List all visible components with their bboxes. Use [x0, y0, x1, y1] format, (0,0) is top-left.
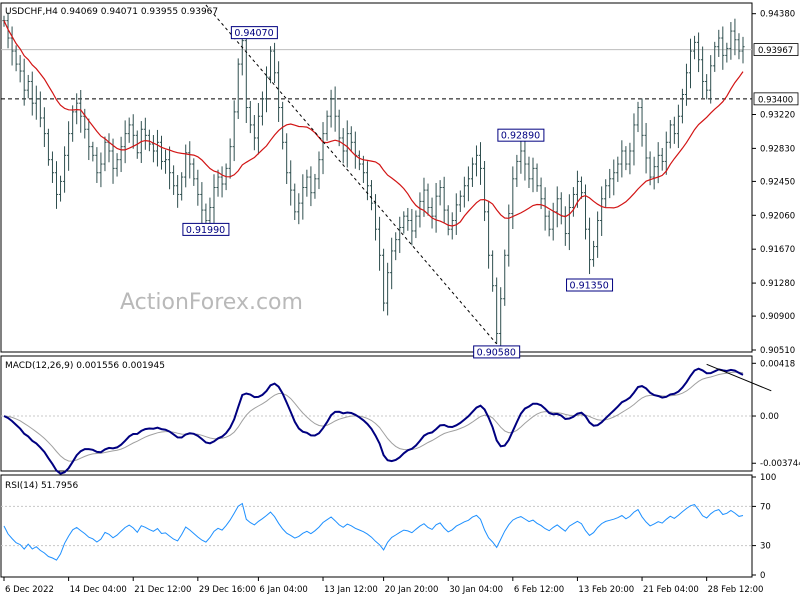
swing-label: 0.94070: [230, 26, 278, 40]
current-price-marker: 0.93967: [753, 43, 799, 56]
x-tick-label: 28 Feb 12:00: [708, 585, 764, 595]
x-tick-label: 13 Jan 12:00: [324, 585, 378, 595]
svg-text:0.90580: 0.90580: [477, 347, 516, 358]
x-tick-label: 30 Jan 04:00: [449, 585, 503, 595]
svg-text:0.91350: 0.91350: [570, 281, 609, 292]
swing-label: 0.90580: [473, 345, 521, 359]
price-tick-label: 0.90510: [760, 346, 795, 356]
level-marker: 0.93400: [753, 92, 799, 105]
svg-text:0.91990: 0.91990: [186, 225, 225, 236]
svg-text:0.93967: 0.93967: [758, 46, 793, 56]
price-tick-label: 0.93220: [760, 110, 795, 120]
rsi-tick-label: 70: [760, 502, 771, 512]
price-tick-label: 0.90900: [760, 312, 795, 322]
svg-text:0.94070: 0.94070: [234, 28, 273, 39]
rsi-tick-label: 30: [760, 542, 771, 552]
price-layer: 0.94070 0.91990 0.92890 0.91350 0.90580: [1, 4, 752, 359]
price-tick-label: 0.92060: [760, 211, 795, 221]
macd-tick-label: 0.00: [760, 412, 779, 422]
macd-tick-label: -0.003744: [760, 459, 800, 469]
watermark: ActionForex.com: [120, 290, 303, 315]
price-chart-title: USDCHF,H4 0.94069 0.94071 0.93955 0.9396…: [5, 7, 218, 17]
price-tick-label: 0.91280: [760, 279, 795, 289]
macd-line: [3, 367, 744, 475]
price-tick-label: 0.92450: [760, 177, 795, 187]
rsi-line: [3, 502, 744, 561]
swing-label: 0.91350: [566, 278, 614, 292]
macd-signal-line: [3, 371, 744, 462]
x-tick-label: 14 Dec 04:00: [70, 585, 127, 595]
macd-layer: [1, 363, 772, 475]
macd-title: MACD(12,26,9) 0.001556 0.001945: [5, 361, 165, 371]
x-tick-label: 6 Feb 12:00: [514, 585, 564, 595]
x-tick-label: 6 Jan 04:00: [259, 585, 307, 595]
macd-panel-frame: [0, 355, 753, 472]
svg-text:0.93400: 0.93400: [758, 95, 793, 105]
price-tick-label: 0.92830: [760, 144, 795, 154]
moving-average-line: [3, 20, 744, 227]
x-tick-label: 20 Jan 20:00: [385, 585, 439, 595]
macd-trendline: [706, 363, 772, 392]
price-tick-label: 0.94380: [760, 10, 795, 20]
rsi-tick-label: 100: [760, 473, 776, 483]
rsi-panel-frame: [0, 474, 753, 578]
x-tick-label: 6 Dec 2022: [5, 585, 54, 595]
macd-tick-label: 0.00418: [760, 359, 795, 369]
x-tick-label: 29 Dec 16:00: [199, 585, 256, 595]
price-trendline: [205, 4, 498, 345]
price-tick-label: 0.91670: [760, 245, 795, 255]
swing-label: 0.92890: [497, 128, 545, 142]
rsi-layer: [1, 502, 752, 561]
x-tick-label: 13 Feb 20:00: [578, 585, 634, 595]
rsi-title: RSI(14) 51.7956: [5, 481, 78, 491]
x-tick-label: 21 Dec 12:00: [134, 585, 191, 595]
svg-text:0.92890: 0.92890: [501, 131, 540, 142]
x-tick-label: 21 Feb 04:00: [643, 585, 699, 595]
rsi-tick-label: 0: [760, 571, 765, 581]
price-panel-frame: [0, 2, 753, 353]
axis-layer: 0.94380 0.93220 0.92830 0.92450 0.92060 0.916…: [3, 10, 800, 595]
swing-label: 0.91990: [182, 222, 230, 236]
